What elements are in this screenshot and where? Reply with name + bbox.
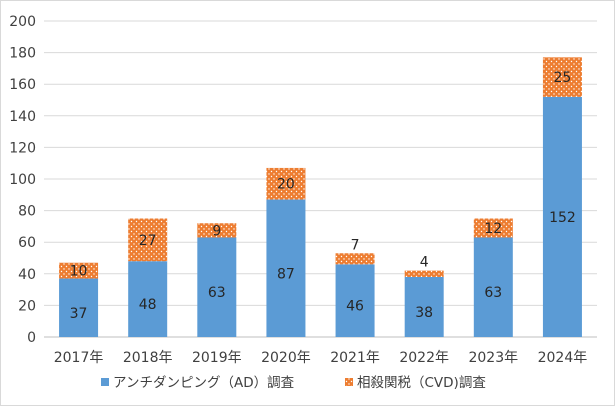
bar-ad-2022年 <box>404 276 444 337</box>
y-tick-label: 180 <box>9 46 36 62</box>
bar-ad-2021年 <box>335 264 375 337</box>
y-tick-label: 40 <box>18 267 36 283</box>
gridlines <box>44 20 597 338</box>
x-tick-label: 2018年 <box>123 350 173 366</box>
y-tick-label: 60 <box>18 235 36 251</box>
data-label-cvd: 9 <box>212 223 221 239</box>
y-tick-label: 120 <box>9 140 36 156</box>
bar-cvd-2021年 <box>335 253 375 265</box>
y-axis-tick-labels: 0 20 40 60 80 100 120 140 160 180 200 <box>9 14 36 346</box>
data-labels: 37 10 48 27 63 9 87 20 46 7 38 4 63 12 152 25 <box>70 70 576 322</box>
x-tick-label: 2024年 <box>538 350 588 366</box>
bar-ad-2019年 <box>197 237 237 337</box>
x-tick-label: 2020年 <box>261 350 311 366</box>
x-tick-label: 2022年 <box>399 350 449 366</box>
legend-swatch-ad <box>101 378 109 386</box>
bar-cvd-2020年 <box>266 167 306 200</box>
data-label-ad: 38 <box>415 305 433 321</box>
data-label-ad: 63 <box>484 285 502 301</box>
data-label-cvd: 20 <box>277 177 295 193</box>
data-label-cvd: 27 <box>139 233 157 249</box>
bar-cvd-2018年 <box>128 218 168 262</box>
data-label-cvd: 10 <box>70 264 88 280</box>
bar-cvd-2019年 <box>197 223 237 238</box>
y-tick-label: 140 <box>9 109 36 125</box>
bar-ad-2017年 <box>59 278 99 337</box>
data-label-cvd: 25 <box>554 70 572 86</box>
data-label-ad: 152 <box>549 210 576 226</box>
data-label-cvd: 7 <box>351 237 360 253</box>
y-tick-label: 20 <box>18 298 36 314</box>
bar-cvd-2022年 <box>404 270 444 277</box>
bar-ad-2020年 <box>266 199 306 337</box>
bar-cvd-2024年 <box>542 57 582 97</box>
bar-ad-2018年 <box>128 261 168 337</box>
data-label-ad: 37 <box>70 306 88 322</box>
data-label-ad: 46 <box>346 299 364 315</box>
legend-label-cvd: 相殺関税（CVD)調査 <box>357 375 486 391</box>
legend-swatch-cvd <box>345 378 353 386</box>
x-tick-label: 2023年 <box>468 350 518 366</box>
bar-ad-2023年 <box>473 237 513 337</box>
y-tick-label: 0 <box>27 330 36 346</box>
bar-cvd-2017年 <box>59 262 99 279</box>
x-axis-tick-labels: 2017年 2018年 2019年 2020年 2021年 2022年 2023年 2024年 <box>54 350 588 366</box>
bar-cvd-2023年 <box>473 218 513 238</box>
data-label-ad: 87 <box>277 266 295 282</box>
data-label-cvd: 4 <box>420 255 429 271</box>
y-tick-label: 100 <box>9 172 36 188</box>
bar-ad-2024年 <box>542 96 582 337</box>
data-label-cvd: 12 <box>484 221 502 237</box>
data-label-ad: 48 <box>139 297 157 313</box>
y-tick-label: 80 <box>18 204 36 220</box>
legend-label-ad: アンチダンピング（AD）調査 <box>113 375 295 391</box>
x-tick-label: 2019年 <box>192 350 242 366</box>
legend: アンチダンピング（AD）調査 相殺関税（CVD)調査 <box>101 375 486 391</box>
x-tick-label: 2021年 <box>330 350 380 366</box>
y-tick-label: 160 <box>9 77 36 93</box>
y-tick-label: 200 <box>9 14 36 30</box>
data-label-ad: 63 <box>208 285 226 301</box>
x-tick-label: 2017年 <box>54 350 104 366</box>
bars <box>59 57 582 337</box>
